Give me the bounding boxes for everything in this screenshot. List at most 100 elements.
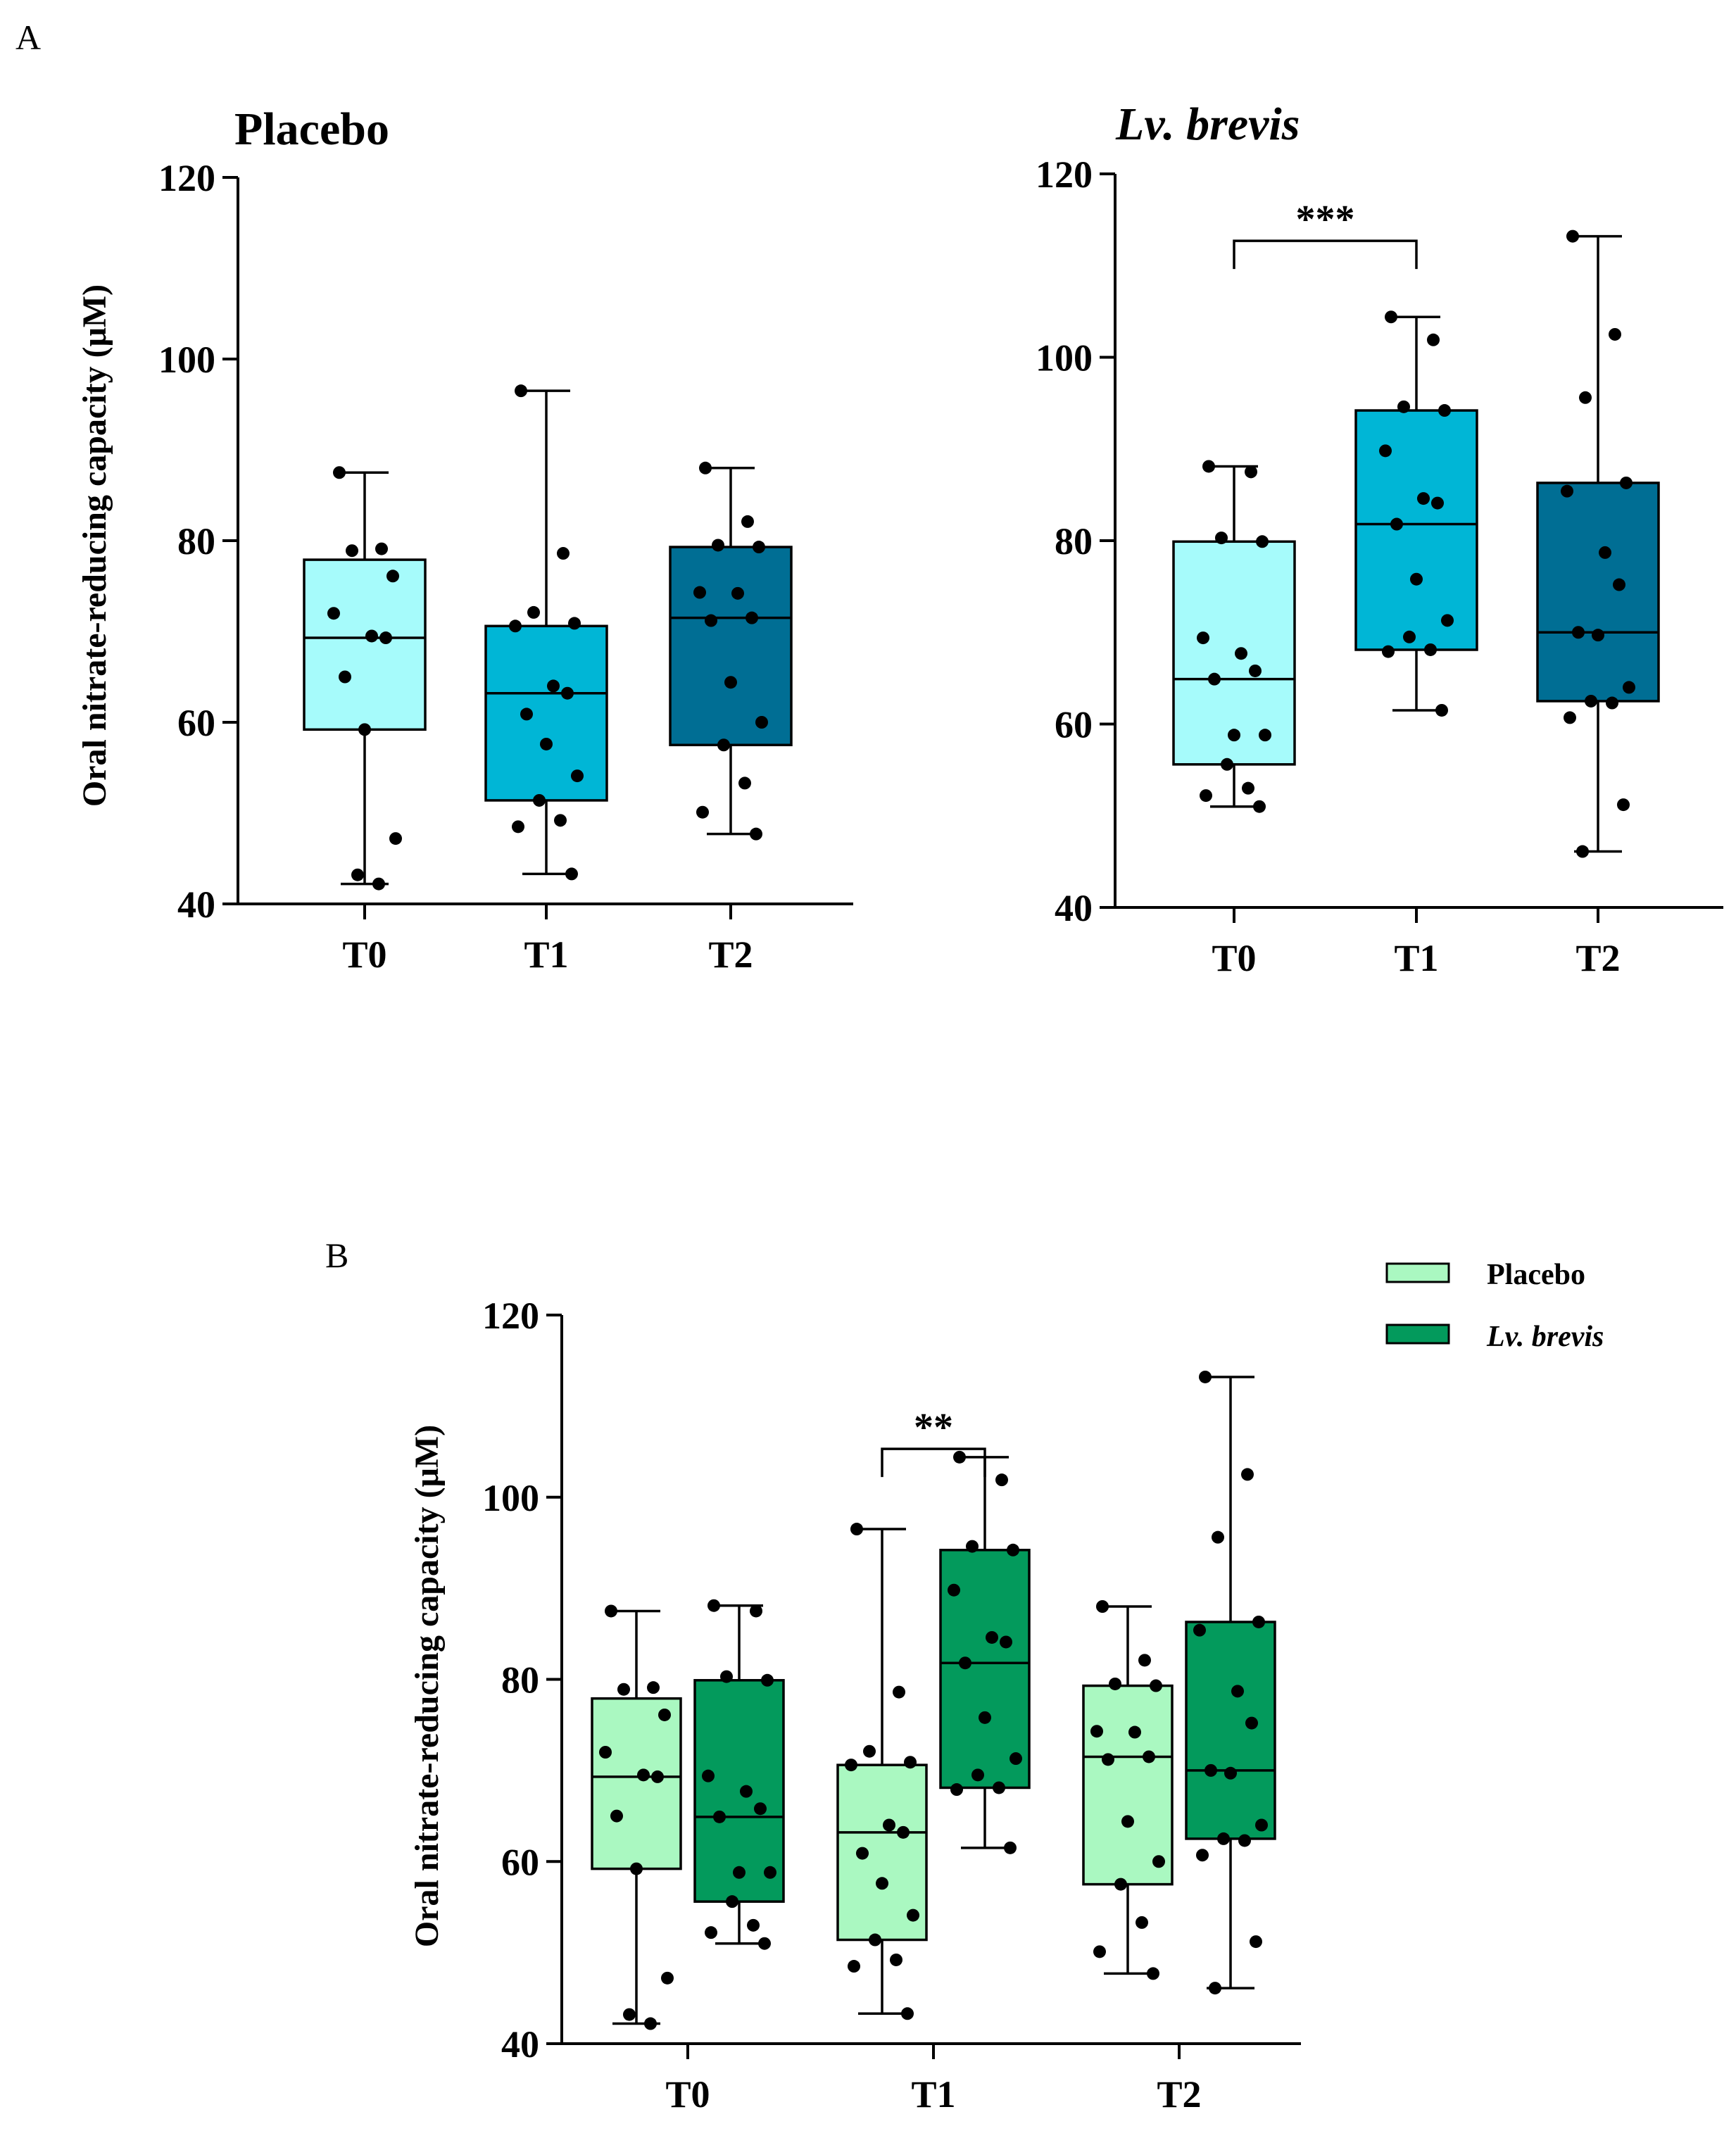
a-placebo-T1-data-point xyxy=(515,384,527,398)
a-placebo-T0-data-point xyxy=(372,877,385,891)
a-placebo-T0-data-point xyxy=(351,868,364,881)
chart-a-placebo: Placebo Oral nitrate-reducing capacity (… xyxy=(76,103,853,976)
b-brevis-T2-data-point xyxy=(1231,1685,1244,1698)
b-brevis-T2-data-point xyxy=(1217,1832,1230,1845)
b-placebo-T2-data-point xyxy=(1136,1916,1148,1929)
a-placebo-T1-data-point xyxy=(533,793,546,807)
b-brevis-T1-data-point xyxy=(950,1783,963,1797)
a-brevis-T0-box xyxy=(1172,540,1296,766)
a-placebo-x-tick-label: T2 xyxy=(708,933,753,976)
b-brevis-T0-data-point xyxy=(707,1599,720,1612)
b-x-tick-label: T0 xyxy=(665,2073,710,2115)
a-brevis-T1-data-point xyxy=(1431,496,1444,510)
b-placebo-T0-data-point xyxy=(637,1768,650,1782)
chart-title-placebo: Placebo xyxy=(234,103,389,155)
b-brevis-T0-data-point xyxy=(726,1895,738,1909)
a-placebo-T2-data-point xyxy=(693,586,706,599)
b-brevis-T0-data-point xyxy=(764,1866,776,1879)
a-placebo-T2-box xyxy=(669,546,793,747)
b-x-tick-label: T2 xyxy=(1157,2073,1201,2115)
b-placebo-T2-data-point xyxy=(1109,1677,1121,1690)
a-brevis-T2-data-point xyxy=(1609,327,1621,341)
b-brevis-T1-data-point xyxy=(986,1630,998,1644)
a-placebo-T2-data-point xyxy=(696,805,709,819)
a-brevis-T1-data-point xyxy=(1385,310,1397,324)
a-placebo-y-tick-label: 80 xyxy=(177,520,215,562)
b-placebo-T1-data-point xyxy=(897,1825,910,1839)
a-placebo-T2-data-point xyxy=(731,586,744,600)
a-placebo-T0-data-point xyxy=(339,670,351,684)
a-placebo-T1-data-point xyxy=(512,820,524,834)
b-placebo-T2-data-point xyxy=(1128,1725,1141,1739)
a-brevis-T0-data-point xyxy=(1197,631,1209,645)
a-brevis-T0-data-point xyxy=(1249,664,1262,677)
a-brevis-T2-data-point xyxy=(1617,798,1630,812)
b-brevis-T0-data-point xyxy=(754,1802,767,1816)
b-brevis-T0-data-point xyxy=(713,1810,726,1823)
a-brevis-T1-data-point xyxy=(1424,643,1437,656)
a-brevis-T2-data-point xyxy=(1620,476,1633,489)
b-placebo-T2-data-point xyxy=(1143,1750,1155,1763)
b-brevis-T1-data-point xyxy=(995,1473,1008,1487)
b-placebo-T1-data-point xyxy=(901,2007,914,2020)
a-brevis-T1-data-point xyxy=(1382,645,1395,658)
a-brevis-y-tick-label: 60 xyxy=(1055,704,1093,746)
b-placebo-T0-data-point xyxy=(661,1971,674,1985)
a-brevis-T2-data-point xyxy=(1592,629,1604,642)
legend: Placebo Lv. brevis xyxy=(1385,1259,1604,1353)
a-placebo-T2-data-point xyxy=(750,827,762,841)
b-placebo-T2-data-point xyxy=(1121,1815,1134,1828)
b-placebo-T2-data-point xyxy=(1114,1878,1127,1891)
a-brevis-T0-data-point xyxy=(1228,729,1240,742)
a-placebo-T0-data-point xyxy=(389,832,402,845)
b-placebo-T0-data-point xyxy=(651,1770,664,1783)
b-brevis-T2-data-point xyxy=(1252,1615,1265,1628)
b-placebo-T2-data-point xyxy=(1090,1725,1103,1738)
b-placebo-T2-data-point xyxy=(1102,1753,1114,1766)
a-brevis-T0-data-point xyxy=(1200,789,1212,803)
b-brevis-T1-data-point xyxy=(1009,1752,1022,1766)
panel-label-b: B xyxy=(325,1235,348,1275)
a-brevis-T2-box xyxy=(1536,482,1660,703)
b-placebo-T1-data-point xyxy=(904,1756,917,1769)
b-placebo-T1-data-point xyxy=(893,1685,905,1699)
a-brevis-T0-data-point xyxy=(1242,781,1254,795)
b-brevis-T2-data-point xyxy=(1250,1935,1262,1949)
b-brevis-T2-data-point xyxy=(1238,1834,1251,1847)
a-brevis-T0-data-point xyxy=(1253,800,1266,813)
b-placebo-T2-data-point xyxy=(1150,1679,1162,1692)
a-brevis-T0-data-point xyxy=(1215,532,1228,545)
a-brevis-T2-data-point xyxy=(1613,578,1625,591)
b-brevis-T2-data-point xyxy=(1212,1530,1224,1544)
a-placebo-T2-data-point xyxy=(705,614,717,627)
b-brevis-T0-box xyxy=(693,1679,785,1903)
a-brevis-T2-data-point xyxy=(1566,229,1579,243)
a-placebo-y-tick-label: 60 xyxy=(177,702,215,744)
legend-swatch-brevis xyxy=(1385,1323,1450,1345)
a-placebo-T2-data-point xyxy=(699,461,712,474)
a-placebo-T0-data-point xyxy=(386,570,399,583)
a-brevis-T1-data-point xyxy=(1379,444,1392,458)
a-brevis-T1-data-point xyxy=(1417,492,1430,505)
b-placebo-T2-data-point xyxy=(1093,1945,1106,1958)
b-placebo-T1-data-point xyxy=(863,1744,876,1758)
a-brevis-y-tick-label: 40 xyxy=(1055,887,1093,929)
a-brevis-significance-label: *** xyxy=(1296,198,1355,241)
b-brevis-T0-data-point xyxy=(750,1604,762,1618)
a-brevis-x-tick-label: T2 xyxy=(1575,937,1620,979)
b-brevis-T0-data-point xyxy=(761,1673,774,1687)
a-brevis-T0-data-point xyxy=(1256,535,1269,548)
a-brevis-T1-data-point xyxy=(1397,400,1410,413)
b-placebo-T0-data-point xyxy=(630,1862,643,1875)
b-brevis-T0-data-point xyxy=(747,1918,760,1932)
a-placebo-T1-data-point xyxy=(547,679,560,693)
b-brevis-T2-data-point xyxy=(1204,1763,1217,1777)
b-placebo-T0-data-point xyxy=(610,1809,623,1823)
b-brevis-T2-data-point xyxy=(1245,1716,1258,1730)
b-brevis-T2-box xyxy=(1185,1621,1276,1840)
a-placebo-T2-data-point xyxy=(712,539,724,552)
a-brevis-T2-data-point xyxy=(1623,681,1635,694)
a-placebo-T1-data-point xyxy=(571,769,584,783)
b-placebo-T1-data-point xyxy=(869,1933,881,1947)
